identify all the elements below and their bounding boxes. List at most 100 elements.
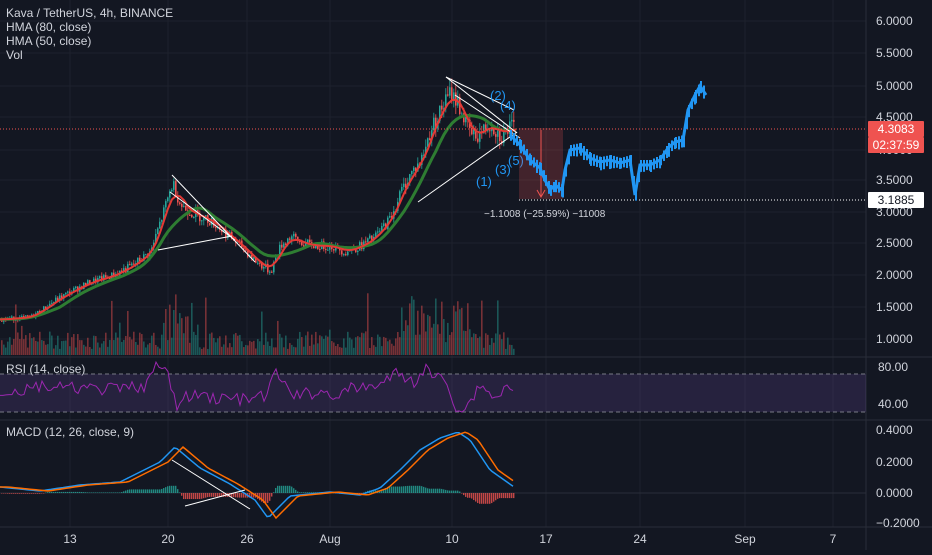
- volume-bar: [469, 329, 471, 355]
- volume-bar: [135, 341, 137, 355]
- projection-bar: [626, 156, 628, 169]
- candle-body: [69, 291, 71, 295]
- volume-bar: [441, 301, 443, 355]
- macd-histogram-bar: [117, 492, 119, 493]
- macd-histogram-bar: [425, 487, 427, 493]
- projection-bar: [562, 185, 564, 198]
- macd-histogram-bar: [187, 493, 189, 500]
- macd-histogram-bar: [161, 488, 163, 493]
- candle-body: [269, 271, 271, 273]
- macd-histogram-bar: [85, 492, 87, 493]
- trend-line: [171, 174, 256, 263]
- volume-bar: [41, 340, 43, 355]
- volume-legend[interactable]: Vol: [6, 48, 23, 62]
- volume-bar: [119, 322, 121, 355]
- volume-bar: [51, 335, 53, 355]
- projection-bar: [530, 155, 532, 166]
- candle-body: [291, 236, 293, 240]
- macd-histogram-bar: [275, 487, 277, 493]
- macd-histogram-bar: [47, 492, 49, 493]
- rsi-label[interactable]: RSI (14, close): [6, 362, 86, 376]
- candle-body: [487, 130, 489, 132]
- volume-bar: [209, 333, 211, 355]
- symbol-title[interactable]: Kava / TetherUS, 4h, BINANCE: [6, 6, 174, 20]
- macd-histogram-bar: [395, 486, 397, 493]
- macd-histogram-bar: [503, 493, 505, 499]
- macd-histogram-bar: [165, 487, 167, 493]
- volume-bar: [137, 344, 139, 355]
- macd-histogram-bar: [45, 492, 47, 494]
- macd-histogram-bar: [171, 485, 173, 493]
- macd-histogram-bar: [17, 493, 19, 494]
- macd-histogram-bar: [221, 493, 223, 497]
- time-axis-tick: 26: [240, 532, 254, 546]
- macd-histogram-bar: [237, 493, 239, 498]
- candle-body: [333, 249, 335, 251]
- macd-histogram-bar: [29, 493, 31, 494]
- hma80-legend[interactable]: HMA (80, close): [6, 20, 92, 34]
- rsi-line: [0, 360, 514, 413]
- candle-body: [289, 238, 291, 240]
- volume-bar: [483, 347, 485, 355]
- macd-histogram-bar: [373, 490, 375, 493]
- macd-histogram-bar: [293, 488, 295, 493]
- volume-bar: [281, 337, 283, 355]
- macd-label[interactable]: MACD (12, 26, close, 9): [6, 425, 135, 439]
- macd-histogram-bar: [467, 493, 469, 498]
- macd-histogram-bar: [487, 493, 489, 504]
- volume-bar: [291, 344, 293, 355]
- candle-body: [123, 268, 125, 273]
- projection-bar: [526, 149, 528, 161]
- macd-histogram-bar: [153, 489, 155, 493]
- macd-histogram-bar: [305, 492, 307, 493]
- volume-bar: [341, 347, 343, 355]
- candle-body: [65, 292, 67, 295]
- macd-axis-tick: 0.0000: [876, 486, 913, 500]
- macd-histogram-bar: [81, 491, 83, 493]
- volume-bar: [455, 311, 457, 355]
- projection-bar: [576, 143, 578, 157]
- volume-bar: [39, 331, 41, 355]
- price-axis-tick: 2.5000: [876, 236, 913, 250]
- projection-bar: [633, 176, 635, 189]
- candle-body: [159, 221, 161, 229]
- volume-bar: [495, 333, 497, 355]
- macd-histogram-bar: [387, 487, 389, 493]
- projection-bar: [691, 98, 693, 110]
- projection-bar: [675, 137, 677, 149]
- volume-bar: [157, 346, 159, 355]
- volume-bar: [195, 334, 197, 355]
- macd-histogram-bar: [393, 486, 395, 493]
- candle-body: [25, 315, 27, 317]
- hma50-legend[interactable]: HMA (50, close): [6, 34, 92, 48]
- candle-body: [379, 230, 381, 232]
- candle-body: [349, 250, 351, 252]
- candle-body: [11, 316, 13, 319]
- macd-histogram-bar: [249, 493, 251, 498]
- macd-histogram-bar: [315, 492, 317, 493]
- macd-histogram-bar: [495, 493, 497, 501]
- volume-bar: [1, 340, 3, 355]
- macd-histogram-bar: [73, 491, 75, 493]
- price-axis-tick: 4.5000: [876, 110, 913, 124]
- candle-body: [121, 270, 123, 273]
- volume-bar: [505, 348, 507, 355]
- candle-body: [489, 130, 491, 132]
- macd-histogram-bar: [493, 493, 495, 502]
- volume-bar: [335, 346, 337, 355]
- macd-histogram-bar: [363, 492, 365, 494]
- volume-bar: [345, 347, 347, 355]
- volume-bar: [9, 337, 11, 355]
- volume-bar: [61, 341, 63, 355]
- macd-histogram-bar: [41, 493, 43, 494]
- volume-bar: [369, 347, 371, 355]
- volume-bar: [503, 332, 505, 355]
- macd-histogram-bar: [235, 493, 237, 498]
- macd-histogram-bar: [33, 493, 35, 494]
- macd-histogram-bar: [211, 493, 213, 497]
- macd-histogram-bar: [21, 493, 23, 494]
- macd-histogram-bar: [385, 488, 387, 493]
- macd-histogram-bar: [169, 485, 171, 493]
